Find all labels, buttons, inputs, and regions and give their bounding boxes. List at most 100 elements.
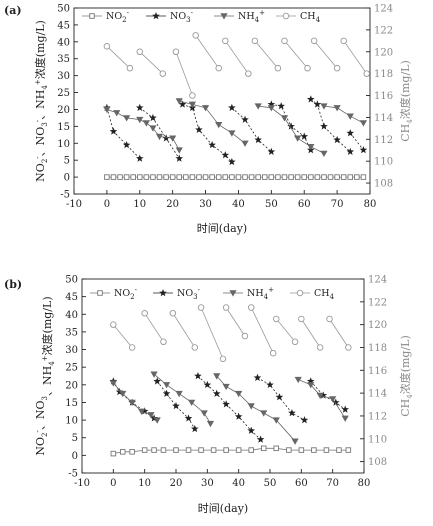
data-point: [149, 125, 157, 132]
data-point: [160, 447, 167, 453]
series-line: [179, 100, 246, 144]
data-point: [153, 377, 161, 385]
data-point: [242, 174, 248, 180]
panel-label: (b): [4, 278, 22, 291]
data-point: [208, 140, 216, 149]
y2-tick-label: 112: [374, 135, 393, 146]
data-point: [169, 174, 176, 180]
y-tick-label: 15: [65, 398, 78, 409]
x-tick-label: 0: [104, 199, 110, 210]
data-point: [198, 447, 204, 453]
data-point: [136, 48, 144, 56]
data-point: [306, 377, 315, 385]
data-point: [235, 174, 242, 180]
legend-marker: [89, 13, 95, 19]
y-tick-label: 40: [57, 37, 70, 48]
data-point: [255, 174, 261, 180]
data-point: [113, 110, 121, 117]
data-point: [319, 391, 328, 399]
data-point: [311, 447, 317, 453]
data-point: [294, 135, 302, 142]
data-point: [300, 132, 309, 140]
x-tick-label: 60: [298, 199, 311, 210]
x-axis-ticks: -10 0 10 20 30 40 50 60 70 80: [66, 190, 376, 210]
y-axis-ticks: -5 0 5 10 15 20 25 30 35 40 45 50: [65, 275, 86, 480]
data-point: [213, 373, 221, 380]
series-no2: [110, 445, 352, 457]
x-tick-label: 50: [264, 478, 277, 489]
data-point: [185, 447, 192, 453]
x-tick-label: 10: [138, 478, 151, 489]
series-line: [172, 312, 196, 348]
data-point: [194, 372, 202, 380]
data-point: [307, 143, 315, 151]
data-point: [320, 103, 328, 110]
y-tick-label: 5: [64, 156, 70, 167]
data-point: [281, 37, 288, 45]
y2-tick-label: 122: [374, 25, 393, 36]
y2-tick-label: 110: [368, 434, 387, 445]
series-line: [106, 46, 131, 69]
y-tick-label: 50: [65, 275, 78, 286]
y2-tick-label: 116: [374, 91, 393, 102]
series-layer: [103, 32, 370, 180]
data-point: [267, 100, 276, 108]
y-tick-label: 50: [57, 4, 70, 15]
data-point: [273, 445, 280, 452]
data-point: [346, 147, 355, 155]
data-point: [163, 174, 169, 180]
x-tick-label: -10: [74, 478, 90, 489]
y-tick-label: 20: [57, 105, 70, 116]
data-point: [262, 174, 268, 180]
data-point: [110, 321, 117, 328]
data-point: [247, 304, 255, 311]
data-point: [123, 174, 130, 180]
panel-label: (a): [4, 4, 22, 17]
data-point: [333, 105, 341, 112]
data-point: [192, 32, 199, 39]
data-point: [137, 408, 146, 415]
data-point: [212, 389, 221, 397]
series-line: [144, 312, 164, 343]
x-tick-label: 0: [110, 478, 116, 489]
data-point: [247, 403, 255, 410]
series-line: [139, 51, 164, 74]
legend-label: CH4: [300, 11, 321, 24]
data-point: [308, 174, 314, 180]
data-point: [267, 147, 276, 155]
data-point: [347, 174, 354, 180]
data-point: [327, 174, 334, 180]
data-point: [129, 449, 135, 455]
data-point: [354, 174, 360, 180]
data-point: [241, 140, 249, 147]
data-point: [313, 100, 322, 108]
data-point: [346, 129, 355, 137]
x-tick-label: 80: [364, 199, 377, 210]
data-point: [286, 447, 292, 453]
data-point: [130, 174, 136, 180]
data-point: [128, 344, 136, 351]
data-point: [323, 447, 330, 453]
data-point: [273, 315, 280, 323]
data-point: [274, 64, 282, 72]
data-point: [294, 376, 302, 384]
x-axis-ticks: -10 0 10 20 30 40 50 60 70 80: [74, 469, 370, 489]
data-point: [300, 416, 309, 424]
data-point: [359, 120, 368, 127]
data-point: [155, 133, 164, 141]
data-point: [280, 115, 289, 122]
data-point: [245, 70, 252, 77]
data-point: [215, 121, 223, 129]
data-point: [153, 417, 161, 424]
x-tick-label: 20: [170, 478, 183, 489]
y-tick-label: 45: [65, 292, 78, 303]
legend-marker: [97, 290, 103, 296]
data-point: [103, 43, 111, 50]
y2-tick-label: 110: [374, 157, 393, 168]
data-point: [136, 116, 144, 124]
data-point: [159, 70, 167, 77]
data-point: [307, 95, 315, 103]
data-point: [110, 174, 117, 180]
x-tick-label: 70: [326, 478, 339, 489]
data-point: [189, 92, 196, 99]
